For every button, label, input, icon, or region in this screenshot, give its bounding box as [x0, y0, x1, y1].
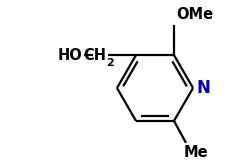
- Text: 2: 2: [106, 58, 113, 68]
- Text: CH: CH: [83, 48, 106, 63]
- Text: HO: HO: [57, 48, 82, 63]
- Text: N: N: [196, 79, 210, 97]
- Text: Me: Me: [183, 145, 208, 160]
- Text: OMe: OMe: [175, 7, 212, 22]
